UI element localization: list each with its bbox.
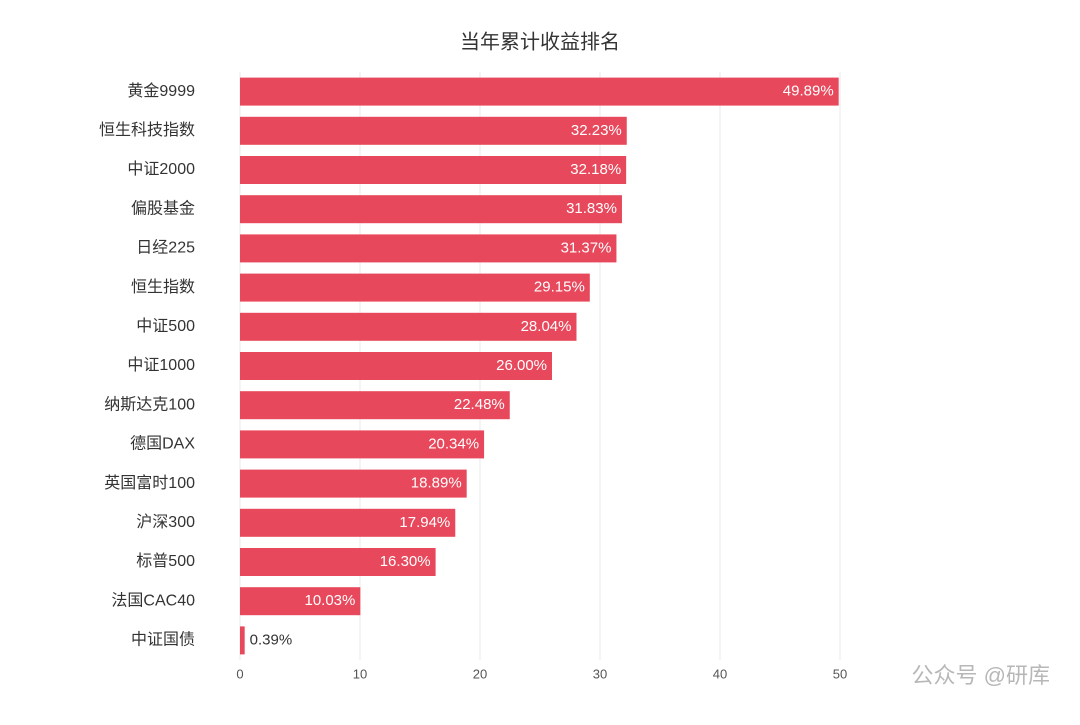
data-label: 26.00% [496,357,547,374]
bar [240,273,590,302]
y-tick-label: 日经225 [136,239,195,257]
bar [240,587,361,616]
y-tick-label: 恒生指数 [131,278,195,296]
y-tick-label: 德国DAX [130,435,195,453]
data-label: 29.15% [534,279,585,296]
data-label: 28.04% [521,318,572,335]
data-label: 31.83% [566,200,617,217]
x-tick-label: 0 [236,666,243,681]
y-tick-label: 沪深300 [136,513,195,531]
y-tick-label: 法国CAC40 [111,591,195,609]
bar [240,430,485,459]
y-tick-label: 中证2000 [127,160,195,178]
data-label: 32.23% [571,122,622,139]
y-tick-label: 中证500 [136,317,195,335]
x-tick-label: 10 [353,666,367,681]
x-tick-label: 20 [473,666,487,681]
data-label: 31.37% [561,239,612,256]
data-label: 18.89% [411,475,462,492]
x-tick-label: 40 [713,666,727,681]
bar [240,312,577,341]
bar [240,391,510,420]
bar [240,548,436,576]
x-tick-label: 30 [593,666,607,681]
data-label: 0.39% [250,631,293,648]
bar [240,156,627,184]
y-tick-label: 中证国债 [131,631,195,649]
data-label: 17.94% [399,514,450,531]
data-label: 49.89% [783,83,834,100]
chart-title: 当年累计收益排名 [460,30,620,53]
bar [240,626,245,655]
y-tick-label: 中证1000 [127,356,195,374]
y-tick-label: 纳斯达克100 [104,395,195,413]
bar [240,234,617,263]
bar [240,352,552,380]
bar [240,77,839,106]
x-tick-label: 50 [833,666,847,681]
data-label: 10.03% [304,592,355,609]
data-label: 16.30% [380,553,431,570]
data-label: 32.18% [570,161,621,178]
y-tick-label: 标普500 [136,552,195,570]
watermark: 公众号 @研库 [912,663,1050,688]
bar [240,195,622,224]
data-label: 20.34% [428,435,479,452]
y-tick-label: 英国富时100 [104,474,195,492]
y-tick-label: 黄金9999 [127,82,195,100]
bar [240,508,456,537]
y-tick-label: 偏股基金 [131,199,195,217]
bar [240,469,467,498]
y-tick-label: 恒生科技指数 [99,121,195,139]
data-label: 22.48% [454,396,505,413]
bar [240,116,627,145]
